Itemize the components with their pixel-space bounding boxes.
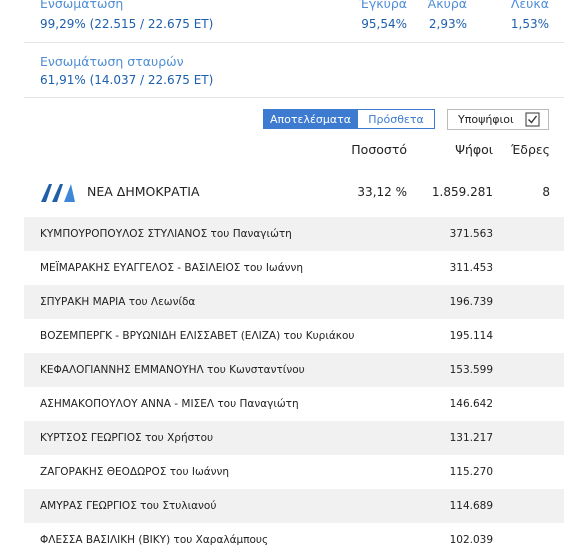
candidate-row: ΑΣΗΜΑΚΟΠΟΥΛΟΥ ΑΝΝΑ - ΜΙΣΕΛ του Παναγιώτη… bbox=[24, 387, 564, 421]
column-header: Ποσοστό bbox=[351, 142, 407, 157]
candidate-row: ΜΕΪΜΑΡΑΚΗΣ ΕΥΑΓΓΕΛΟΣ - ΒΑΣΙΛΕΙΟΣ του Ιωά… bbox=[24, 251, 564, 285]
blank-label: Λευκά bbox=[510, 0, 549, 11]
candidate-row: ΚΥΡΤΣΟΣ ΓΕΩΡΓΙΟΣ του Χρήστου 131.217 bbox=[24, 421, 564, 455]
valid-label: Έγκυρα bbox=[359, 0, 408, 11]
candidate-name: ΣΠΥΡΑΚΗ ΜΑΡΙΑ του Λεωνίδα bbox=[40, 296, 196, 308]
invalid-value: 2,93% bbox=[428, 17, 467, 31]
candidate-row: ΦΛΕΣΣΑ ΒΑΣΙΛΙΚΗ (ΒΙΚΥ) του Χαραλάμπους 10… bbox=[24, 523, 564, 557]
candidate-name: ΚΕΦΑΛΟΓΙΑΝΝΗΣ ΕΜΜΑΝΟΥΗΛ του Κωνσταντίνου bbox=[40, 364, 305, 376]
invalid-label: Άκυρα bbox=[427, 0, 467, 11]
separator bbox=[24, 42, 564, 43]
party-percent: 33,12 % bbox=[357, 185, 407, 199]
candidate-votes: 114.689 bbox=[449, 500, 493, 512]
logo-shape bbox=[64, 184, 75, 202]
party-seats: 8 bbox=[542, 185, 550, 199]
candidate-name: ΚΥΡΤΣΟΣ ΓΕΩΡΓΙΟΣ του Χρήστου bbox=[40, 432, 214, 444]
candidate-row: ΒΟΖΕΜΠΕΡΓΚ - ΒΡΥΩΝΙΔΗ ΕΛΙΣΣΑΒΕΤ (ΕΛΙΖΑ) … bbox=[24, 319, 564, 353]
candidate-row: ΣΠΥΡΑΚΗ ΜΑΡΙΑ του Λεωνίδα 196.739 bbox=[24, 285, 564, 319]
logo-shape bbox=[52, 184, 63, 202]
party-name: ΝΕΑ ΔΗΜΟΚΡΑΤΙΑ bbox=[87, 184, 200, 199]
candidate-row: ΚΕΦΑΛΟΓΙΑΝΝΗΣ ΕΜΜΑΝΟΥΗΛ του Κωνσταντίνου… bbox=[24, 353, 564, 387]
tab-active[interactable]: Αποτελέσματα bbox=[263, 109, 358, 129]
candidate-name: ΚΥΜΠΟΥΡΟΠΟΥΛΟΣ ΣΤΥΛΙΑΝΟΣ του Παναγιώτη bbox=[40, 228, 292, 240]
candidate-votes: 146.642 bbox=[449, 398, 493, 410]
candidate-name: ΖΑΓΟΡΑΚΗΣ ΘΕΟΔΩΡΟΣ του Ιωάννη bbox=[40, 466, 230, 478]
candidate-name: ΦΛΕΣΣΑ ΒΑΣΙΛΙΚΗ (ΒΙΚΥ) του Χαραλάμπους bbox=[40, 534, 269, 546]
candidate-votes: 371.563 bbox=[449, 228, 493, 240]
candidate-row: ΚΥΜΠΟΥΡΟΠΟΥΛΟΣ ΣΤΥΛΙΑΝΟΣ του Παναγιώτη 37… bbox=[24, 217, 564, 251]
candidate-votes: 196.739 bbox=[449, 296, 493, 308]
candidate-votes: 311.453 bbox=[449, 262, 493, 274]
candidate-name: ΑΣΗΜΑΚΟΠΟΥΛΟΥ ΑΝΝΑ - ΜΙΣΕΛ του Παναγιώτη bbox=[40, 398, 299, 410]
valid-value: 95,54% bbox=[361, 17, 407, 31]
checkbox-box bbox=[525, 112, 540, 127]
toggle-label: Υποψήφιοι bbox=[458, 113, 514, 126]
column-header: Ψήφοι bbox=[455, 142, 493, 157]
cross-integration-label: Ενσωμάτωση σταυρών bbox=[40, 54, 184, 69]
candidate-name: ΑΜΥΡΑΣ ΓΕΩΡΓΙΟΣ του Στυλιανού bbox=[40, 500, 217, 512]
candidate-votes: 131.217 bbox=[449, 432, 493, 444]
column-header: Έδρες bbox=[510, 142, 550, 157]
candidate-votes: 102.039 bbox=[449, 534, 493, 546]
cross-integration-value: 61,91% (14.037 / 22.675 ΕΤ) bbox=[40, 73, 214, 87]
candidate-name: ΜΕΪΜΑΡΑΚΗΣ ΕΥΑΓΓΕΛΟΣ - ΒΑΣΙΛΕΙΟΣ του Ιωά… bbox=[40, 262, 304, 274]
separator bbox=[24, 97, 564, 98]
candidate-name: ΒΟΖΕΜΠΕΡΓΚ - ΒΡΥΩΝΙΔΗ ΕΛΙΣΣΑΒΕΤ (ΕΛΙΖΑ) … bbox=[40, 330, 355, 342]
integration-value: 99,29% (22.515 / 22.675 ΕΤ) bbox=[40, 17, 214, 31]
party-votes: 1.859.281 bbox=[431, 185, 493, 199]
candidate-row: ΖΑΓΟΡΑΚΗΣ ΘΕΟΔΩΡΟΣ του Ιωάννη 115.270 bbox=[24, 455, 564, 489]
candidate-row: ΑΜΥΡΑΣ ΓΕΩΡΓΙΟΣ του Στυλιανού 114.689 bbox=[24, 489, 564, 523]
checkmark bbox=[528, 115, 538, 124]
checkbox[interactable] bbox=[525, 112, 540, 127]
logo-shape bbox=[41, 184, 52, 202]
candidate-votes: 115.270 bbox=[449, 466, 493, 478]
candidate-votes: 153.599 bbox=[449, 364, 493, 376]
party-logo bbox=[41, 184, 75, 202]
blank-value: 1,53% bbox=[510, 17, 549, 31]
candidates-toggle[interactable]: Υποψήφιοι bbox=[447, 109, 549, 130]
candidate-votes: 195.114 bbox=[449, 330, 493, 342]
integration-label: Ενσωμάτωση bbox=[40, 0, 124, 11]
tab[interactable]: Πρόσθετα bbox=[358, 109, 435, 129]
